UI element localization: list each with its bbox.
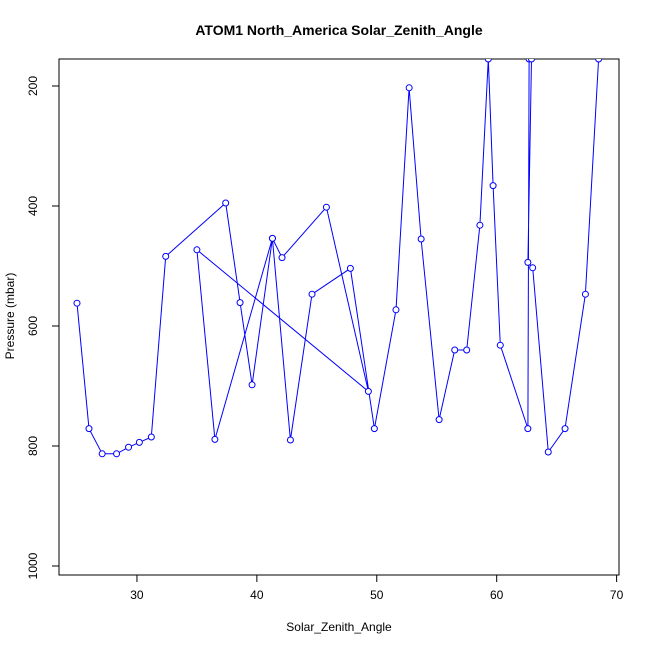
- data-point: [405, 84, 413, 92]
- data-point: [496, 341, 504, 349]
- data-point: [211, 435, 219, 443]
- plot-frame: [58, 58, 620, 576]
- x-axis-label: Solar_Zenith_Angle: [286, 620, 392, 634]
- y-axis: 200 400 600 800 1000: [26, 76, 60, 579]
- data-point: [222, 199, 230, 207]
- data-point: [308, 290, 316, 298]
- x-tick-label: 50: [370, 588, 384, 602]
- data-point: [147, 433, 155, 441]
- data-point: [113, 450, 121, 458]
- data-point: [489, 182, 497, 190]
- y-tick-label: 400: [26, 196, 40, 216]
- x-axis: 30 40 50 60 70: [130, 574, 624, 602]
- x-tick-label: 40: [250, 588, 264, 602]
- y-tick-label: 200: [26, 76, 40, 96]
- data-point: [595, 59, 603, 63]
- data-point: [581, 290, 589, 298]
- data-point: [529, 264, 537, 272]
- x-tick-label: 60: [490, 588, 504, 602]
- data-point: [278, 254, 286, 262]
- data-point: [527, 59, 535, 63]
- x-tick-label: 70: [610, 588, 624, 602]
- data-point: [476, 221, 484, 229]
- data-point: [417, 235, 425, 243]
- data-point: [162, 252, 170, 260]
- data-points: [73, 59, 603, 458]
- y-tick-label: 800: [26, 436, 40, 456]
- data-point: [248, 381, 256, 389]
- data-point: [98, 450, 106, 458]
- data-point: [236, 299, 244, 307]
- data-point: [524, 425, 532, 433]
- data-point: [322, 203, 330, 211]
- y-tick-label: 600: [26, 316, 40, 336]
- data-point: [524, 258, 532, 266]
- data-point: [346, 264, 354, 272]
- data-point: [193, 246, 201, 254]
- data-point: [73, 299, 81, 307]
- data-point: [392, 306, 400, 314]
- data-point: [435, 416, 443, 424]
- data-point: [451, 346, 459, 354]
- y-axis-label: Pressure (mbar): [3, 273, 17, 360]
- data-point: [364, 387, 372, 395]
- data-point: [484, 59, 492, 63]
- series-line: [76, 59, 600, 455]
- x-tick-label: 30: [130, 588, 144, 602]
- y-tick-label: 1000: [26, 552, 40, 579]
- data-point: [286, 436, 294, 444]
- data-point: [125, 443, 133, 451]
- data-point: [463, 346, 471, 354]
- data-point: [268, 234, 276, 242]
- data-point: [135, 438, 143, 446]
- chart-title: ATOM1 North_America Solar_Zenith_Angle: [195, 22, 483, 38]
- data-point: [561, 425, 569, 433]
- data-point: [370, 425, 378, 433]
- data-point: [544, 448, 552, 456]
- data-point: [85, 425, 93, 433]
